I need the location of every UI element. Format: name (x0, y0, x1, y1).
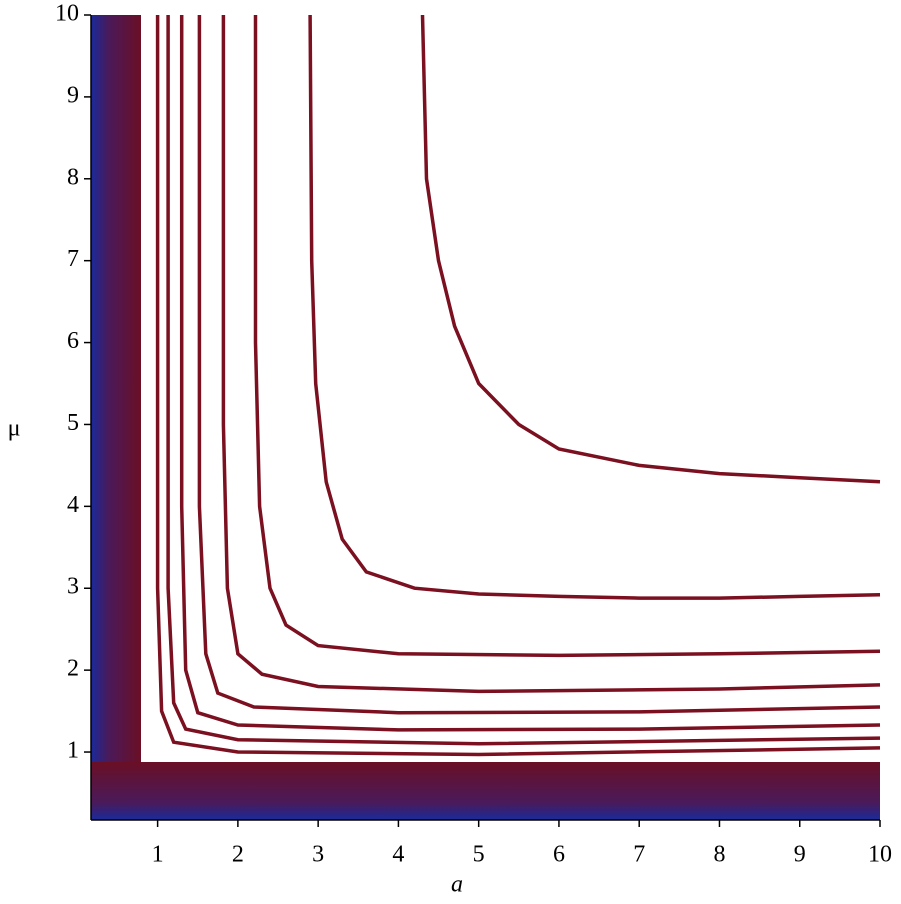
x-tick-label: 6 (553, 842, 565, 868)
x-tick-label: 5 (473, 842, 485, 868)
y-tick-label: 6 (67, 328, 79, 354)
x-axis-label: a (451, 872, 463, 898)
dense-region (91, 15, 880, 820)
contour-line (420, 14, 881, 484)
x-tick-label: 10 (868, 842, 892, 868)
y-tick-label: 3 (67, 574, 79, 600)
contour-line (308, 14, 881, 600)
x-tick-label: 9 (794, 842, 806, 868)
contour-line (197, 15, 881, 715)
y-tick-label: 7 (67, 246, 79, 272)
y-tick-label: 4 (67, 492, 79, 518)
contour-line (179, 15, 881, 732)
y-tick-label: 2 (67, 656, 79, 682)
y-tick-label: 1 (67, 738, 79, 764)
contour-line (221, 15, 881, 694)
y-tick-label: 9 (67, 82, 79, 108)
x-tick-label: 7 (633, 842, 645, 868)
x-tick-label: 1 (152, 842, 164, 868)
contour-line (253, 15, 881, 658)
y-tick-label: 10 (55, 1, 79, 27)
x-tick-label: 4 (392, 842, 404, 868)
y-tick-label: 8 (67, 164, 79, 190)
x-tick-label: 3 (312, 842, 324, 868)
x-tick-label: 8 (713, 842, 725, 868)
contour-line (155, 15, 881, 757)
y-tick-label: 5 (67, 410, 79, 436)
contour-line (166, 15, 881, 746)
y-axis-label: μ (8, 416, 21, 442)
x-tick-label: 2 (232, 842, 244, 868)
